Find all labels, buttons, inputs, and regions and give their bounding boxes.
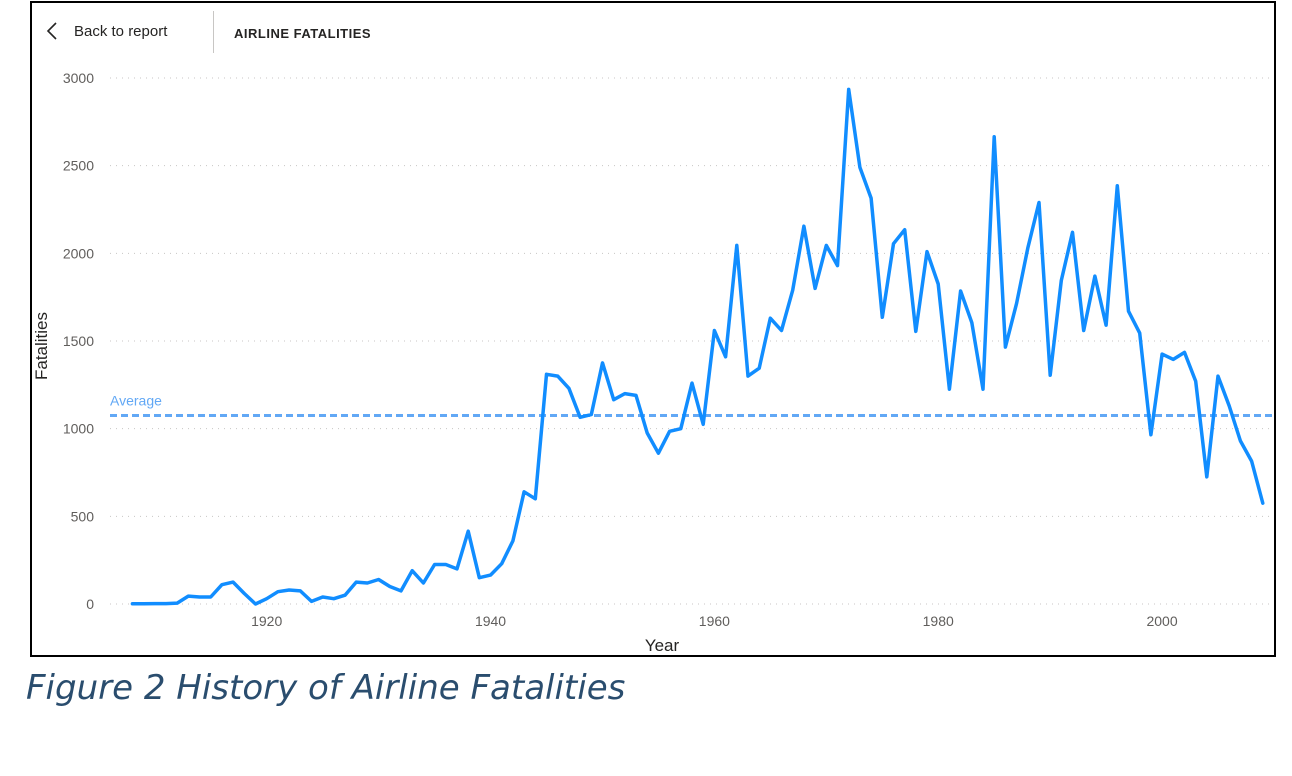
line-chart: 0 500 1000 1500 2000 2500 3000 1920 1940 1960 198… [32, 70, 1274, 655]
x-tick-label: 1920 [251, 613, 282, 629]
x-axis-label: Year [645, 636, 680, 655]
y-tick-label: 3000 [63, 70, 94, 86]
back-to-report-label: Back to report [74, 22, 168, 40]
y-tick-label: 0 [86, 596, 94, 612]
y-axis-label: Fatalities [32, 312, 51, 380]
y-tick-label: 500 [71, 508, 95, 524]
gridlines [110, 77, 1274, 605]
x-tick-label: 2000 [1146, 613, 1177, 629]
series-line [130, 87, 1265, 606]
header-divider [213, 11, 214, 53]
x-tick-label: 1940 [475, 613, 506, 629]
y-axis-ticks: 0 500 1000 1500 2000 2500 3000 [63, 70, 94, 612]
page-title: AIRLINE FATALITIES [234, 26, 372, 41]
back-to-report-button[interactable]: Back to report [46, 21, 167, 41]
y-tick-label: 2500 [63, 158, 94, 174]
series-group [130, 87, 1265, 606]
visual-frame: Back to report AIRLINE FATALITIES 0 500 10… [30, 1, 1276, 657]
y-tick-label: 2000 [63, 245, 94, 261]
y-tick-label: 1000 [63, 421, 94, 437]
chevron-left-icon [46, 22, 57, 40]
x-tick-label: 1980 [923, 613, 954, 629]
x-axis-ticks: 1920 1940 1960 1980 2000 [251, 613, 1178, 629]
figure-caption: Figure 2 History of Airline Fatalities [26, 668, 626, 708]
y-tick-label: 1500 [63, 333, 94, 349]
average-line-group: Average [110, 393, 1274, 418]
x-tick-label: 1960 [699, 613, 730, 629]
average-label: Average [110, 393, 162, 409]
